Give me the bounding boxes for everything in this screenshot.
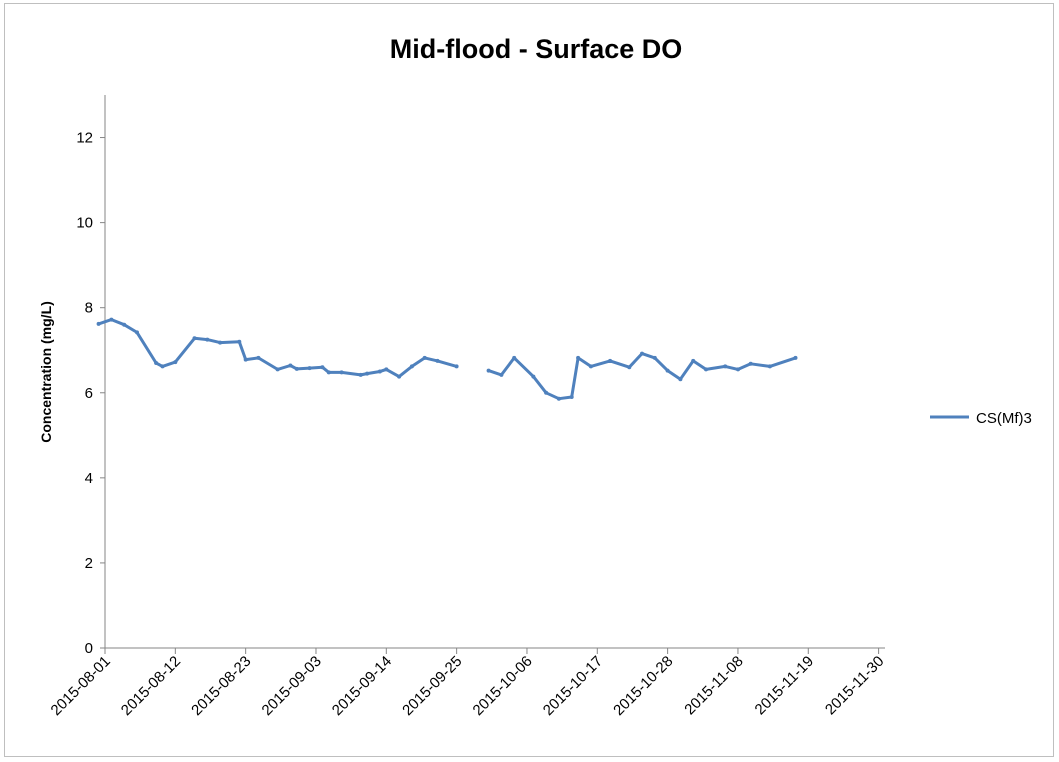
- x-tick-label: 2015-10-06: [470, 653, 536, 719]
- data-point: [512, 355, 517, 360]
- data-point: [122, 322, 127, 327]
- x-tick-label: 2015-08-01: [48, 653, 114, 719]
- y-tick-label: 0: [85, 640, 93, 657]
- data-point: [365, 371, 370, 376]
- x-tick-label: 2015-10-28: [610, 653, 676, 719]
- x-tick-label: 2015-11-08: [681, 653, 746, 718]
- data-point: [704, 367, 708, 372]
- x-tick-label: 2015-08-23: [188, 653, 254, 719]
- x-tick-label: 2015-09-03: [259, 653, 325, 719]
- data-point: [320, 365, 325, 370]
- chart-title: Mid-flood - Surface DO: [390, 34, 683, 64]
- x-tick-label: 2015-09-14: [329, 653, 395, 719]
- data-point: [384, 367, 389, 372]
- data-point: [109, 317, 114, 322]
- data-point: [397, 374, 402, 379]
- data-point: [652, 355, 657, 360]
- x-tick-label: 2015-11-30: [822, 653, 887, 718]
- data-point: [665, 368, 670, 373]
- data-point: [256, 355, 261, 360]
- data-point: [793, 355, 798, 360]
- legend: CS(Mf)3: [930, 410, 1032, 427]
- data-point: [326, 370, 331, 375]
- y-tick-label: 8: [85, 300, 93, 317]
- data-point: [205, 337, 210, 342]
- data-point: [218, 340, 223, 345]
- data-point: [435, 358, 440, 363]
- data-point: [723, 364, 728, 369]
- data-point: [608, 358, 613, 363]
- data-point: [454, 364, 459, 369]
- data-point: [339, 370, 344, 375]
- data-point: [499, 372, 504, 377]
- data-point: [154, 361, 159, 365]
- data-point: [96, 321, 101, 326]
- chart-frame: [4, 3, 1054, 757]
- data-point: [192, 336, 197, 341]
- data-point: [243, 357, 248, 362]
- data-point: [275, 367, 280, 372]
- y-tick-label: 6: [85, 385, 93, 402]
- data-point: [691, 358, 696, 363]
- data-point: [627, 365, 632, 370]
- data-point: [486, 368, 491, 373]
- series-line-segment-2: [487, 352, 797, 401]
- data-point: [588, 364, 593, 369]
- data-point: [288, 363, 293, 368]
- x-tick-label: 2015-11-19: [752, 653, 817, 718]
- data-point: [640, 351, 644, 356]
- series-layer: [96, 317, 798, 401]
- data-point: [377, 369, 382, 374]
- data-point: [409, 364, 414, 369]
- y-tick-label: 12: [76, 130, 93, 147]
- y-tick-label: 4: [85, 470, 93, 487]
- x-tick-label: 2015-10-17: [540, 653, 606, 719]
- data-point: [767, 364, 772, 369]
- data-point: [237, 339, 242, 344]
- y-tick-label: 2: [85, 555, 93, 572]
- y-axis-title: Concentration (mg/L): [38, 301, 54, 443]
- data-point: [307, 366, 312, 371]
- data-point: [294, 366, 299, 371]
- data-point: [736, 367, 740, 372]
- data-point: [556, 396, 561, 401]
- y-tick-label: 10: [76, 215, 93, 232]
- data-point: [544, 390, 549, 395]
- data-point: [748, 361, 753, 366]
- data-point: [422, 355, 427, 360]
- x-tick-label: 2015-09-25: [399, 653, 465, 719]
- data-point: [358, 372, 363, 377]
- data-point: [531, 374, 536, 379]
- data-point: [678, 377, 683, 382]
- data-point: [135, 330, 139, 335]
- data-point: [576, 355, 581, 360]
- data-point: [569, 395, 574, 399]
- legend-label: CS(Mf)3: [976, 410, 1032, 427]
- data-point: [173, 360, 178, 365]
- data-point: [160, 364, 165, 369]
- x-tick-label: 2015-08-12: [118, 653, 184, 719]
